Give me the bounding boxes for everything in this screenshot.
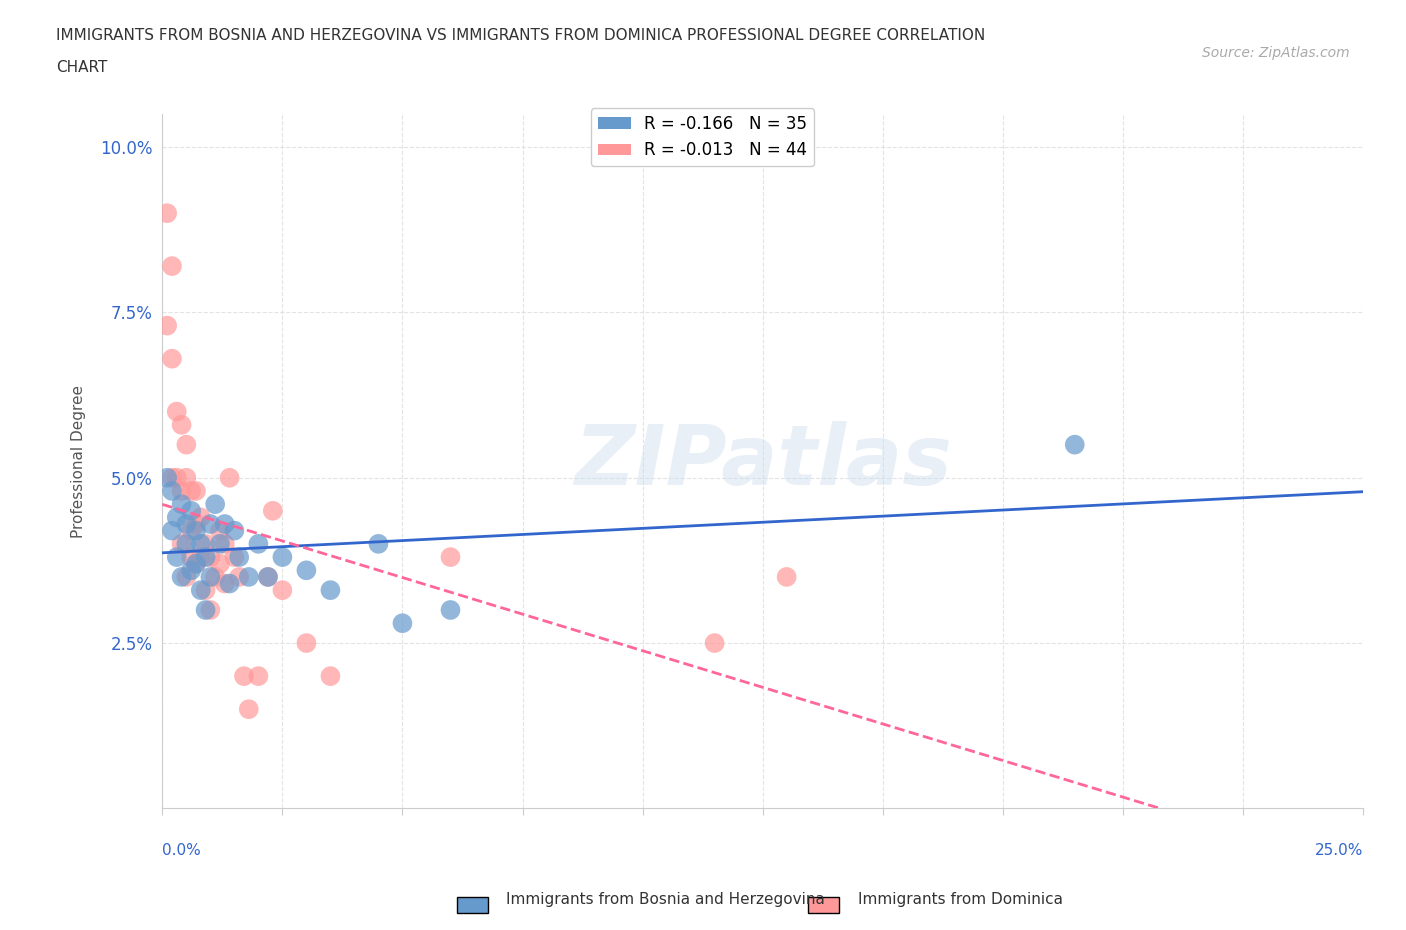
Point [194,537,217,551]
Point [190,550,212,565]
Y-axis label: Professional Degree: Professional Degree [72,385,86,538]
Point [184,484,207,498]
Point [160,524,183,538]
Point [170,497,193,512]
Point [367,537,389,551]
Point [439,550,461,565]
Point [176,569,198,584]
Point [190,510,212,525]
Point [176,537,198,551]
Point [176,516,198,531]
Point [160,484,183,498]
Point [238,702,260,717]
Point [214,516,236,531]
Point [200,603,222,618]
Text: Immigrants from Bosnia and Herzegovina: Immigrants from Bosnia and Herzegovina [506,892,825,907]
Point [180,524,202,538]
Point [156,206,179,220]
Point [156,318,179,333]
Point [257,569,280,584]
Point [439,603,461,618]
Point [180,550,202,565]
Point [391,616,413,631]
Text: 25.0%: 25.0% [1315,844,1362,858]
Point [180,484,202,498]
Point [208,524,231,538]
Point [160,352,183,366]
Point [190,583,212,598]
Point [200,550,222,565]
Point [176,471,198,485]
Point [160,259,183,273]
Point [170,569,193,584]
Point [214,576,236,591]
Point [160,471,183,485]
Point [184,556,207,571]
Point [238,569,260,584]
Point [319,583,342,598]
Point [170,484,193,498]
Point [1063,437,1085,452]
Point [295,563,318,578]
Point [257,569,280,584]
Point [184,556,207,571]
Point [208,556,231,571]
Point [156,471,179,485]
Point [166,510,188,525]
Point [200,569,222,584]
Point [775,569,797,584]
Text: Source: ZipAtlas.com: Source: ZipAtlas.com [1202,46,1350,60]
Point [194,603,217,618]
Point [271,550,294,565]
Point [233,669,256,684]
Point [166,405,188,419]
Text: CHART: CHART [56,60,108,75]
Point [703,635,725,650]
Point [262,503,284,518]
Point [166,471,188,485]
Text: 0.0%: 0.0% [162,844,201,858]
Point [190,537,212,551]
Point [208,537,231,551]
Point [166,550,188,565]
Point [295,635,318,650]
Point [184,516,207,531]
Point [176,437,198,452]
Point [194,583,217,598]
Point [194,550,217,565]
Point [170,418,193,432]
Legend: R = -0.166   N = 35, R = -0.013   N = 44: R = -0.166 N = 35, R = -0.013 N = 44 [591,109,814,166]
Point [228,550,250,565]
Point [271,583,294,598]
Point [204,569,226,584]
Text: IMMIGRANTS FROM BOSNIA AND HERZEGOVINA VS IMMIGRANTS FROM DOMINICA PROFESSIONAL : IMMIGRANTS FROM BOSNIA AND HERZEGOVINA V… [56,28,986,43]
Point [204,497,226,512]
Point [224,550,246,565]
Point [218,576,240,591]
Text: Immigrants from Dominica: Immigrants from Dominica [858,892,1063,907]
Point [184,524,207,538]
Point [170,537,193,551]
Text: ZIPatlas: ZIPatlas [574,420,952,501]
Point [319,669,342,684]
Point [214,537,236,551]
Point [200,516,222,531]
Point [247,669,270,684]
Point [180,503,202,518]
Point [247,537,270,551]
Point [218,471,240,485]
Point [228,569,250,584]
Point [224,524,246,538]
Point [180,563,202,578]
